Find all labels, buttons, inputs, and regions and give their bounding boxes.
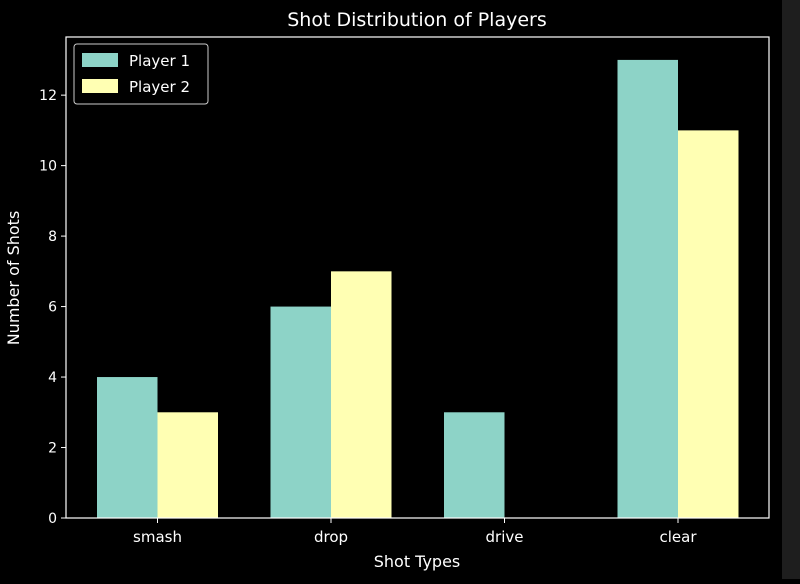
- y-tick-label: 10: [39, 159, 57, 175]
- y-tick-label: 12: [39, 88, 57, 104]
- bar-clear-series-1: [617, 59, 678, 519]
- legend: Player 1 Player 2: [73, 43, 209, 105]
- y-axis: 0 2 4 6 8 10 12: [39, 88, 66, 527]
- window-edge-strip: [782, 0, 800, 579]
- legend-swatch-series-1: [82, 53, 118, 67]
- bars-group: [97, 59, 739, 519]
- x-tick-label-clear: clear: [659, 528, 697, 546]
- chart-title: Shot Distribution of Players: [287, 9, 546, 31]
- legend-label-series-1: Player 1: [129, 52, 190, 70]
- bar-drop-series-2: [331, 271, 392, 518]
- bar-drive-series-1: [444, 412, 505, 518]
- bar-smash-series-1: [97, 377, 158, 518]
- bar-clear-series-2: [678, 130, 739, 518]
- y-tick-label: 6: [48, 300, 57, 316]
- x-axis-label: Shot Types: [374, 552, 461, 571]
- legend-swatch-series-2: [82, 79, 118, 93]
- bar-chart: Shot Distribution of Players 0 2 4 6 8 10 12 s…: [4, 9, 770, 571]
- y-tick-label: 4: [48, 370, 57, 386]
- y-tick-label: 0: [48, 511, 57, 527]
- y-axis-label: Number of Shots: [4, 211, 23, 346]
- bar-smash-series-2: [157, 412, 218, 518]
- y-tick-label: 8: [48, 229, 57, 245]
- legend-label-series-2: Player 2: [129, 78, 190, 96]
- x-tick-label-drop: drop: [314, 528, 348, 546]
- x-tick-label-smash: smash: [133, 528, 182, 546]
- x-tick-label-drive: drive: [486, 528, 524, 546]
- bar-drop-series-1: [270, 306, 331, 518]
- x-axis: smash drop drive clear: [133, 518, 697, 546]
- plot-area-frame: [65, 36, 770, 519]
- y-tick-label: 2: [48, 441, 57, 457]
- figure-background: Shot Distribution of Players 0 2 4 6 8 10 12 s…: [4, 9, 770, 571]
